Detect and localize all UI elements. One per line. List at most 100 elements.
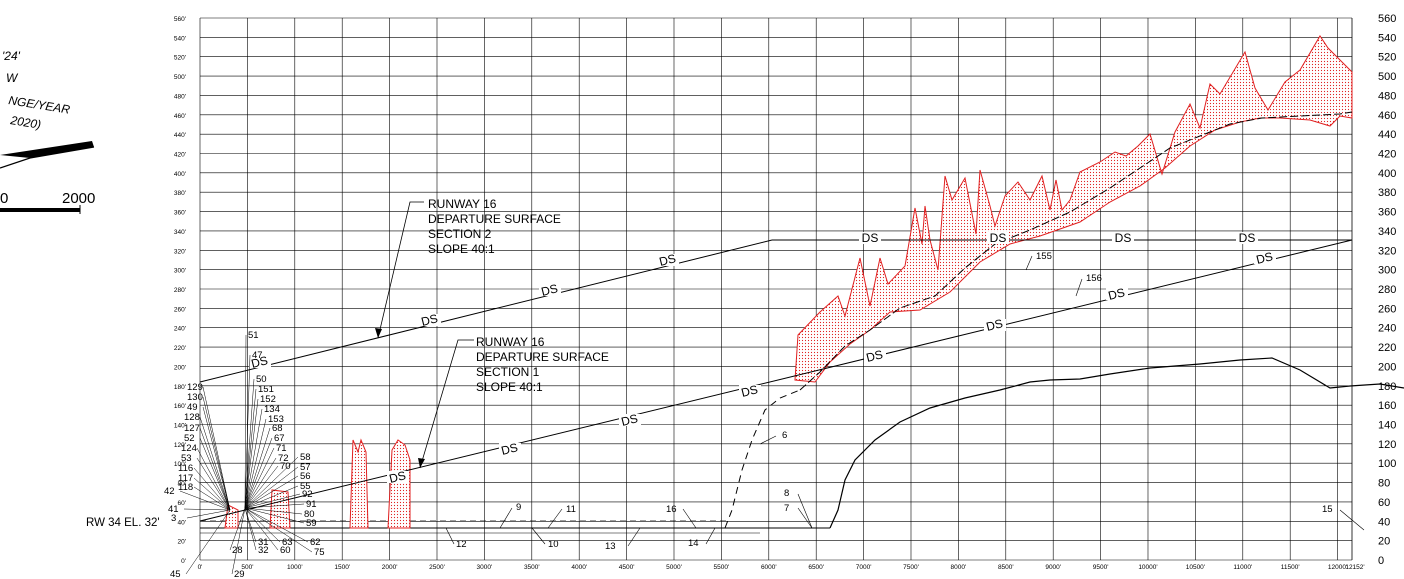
y-tick-label-right: 120 <box>1378 439 1396 451</box>
obstruction-number: 134 <box>264 404 280 415</box>
y-tick-label-left: 260' <box>174 306 186 313</box>
obstruction-number: 151 <box>258 384 274 395</box>
obstruction-number: 16 <box>666 504 677 515</box>
ds-surface-tag: DS <box>740 382 760 400</box>
obstruction-number: 63 <box>282 537 293 548</box>
obstruction-number: 41 <box>168 504 179 515</box>
obstruction-number: 29 <box>234 569 245 579</box>
y-tick-label-left: 400' <box>174 171 186 178</box>
obstruction-number: 71 <box>276 443 287 454</box>
y-tick-label-left: 200' <box>174 364 186 371</box>
y-tick-label-left: 340' <box>174 229 186 236</box>
y-tick-label-right: 140 <box>1378 420 1396 432</box>
obstruction-number: 72 <box>278 453 289 464</box>
ground-profile <box>200 357 1404 534</box>
y-tick-label-left: 360' <box>174 210 186 217</box>
obstruction-number: 117 <box>178 473 193 484</box>
ds-surface-tag: DS <box>1255 249 1275 267</box>
x-tick-label: 0' <box>198 564 203 571</box>
ds-surface-tag: DS <box>1239 231 1256 245</box>
x-tick-label: 2500' <box>429 564 445 571</box>
x-tick-label: 12152' <box>1345 564 1364 571</box>
terrain-line <box>829 357 1404 529</box>
x-tick-label: 8500' <box>998 564 1014 571</box>
x-tick-label: 7000' <box>856 564 872 571</box>
obstruction-number: 56 <box>300 471 311 482</box>
y-tick-label-right: 540 <box>1378 32 1396 44</box>
obstruction-number: 49 <box>187 402 198 413</box>
obstruction-number: 75 <box>314 547 325 558</box>
obstruction-number: 92 <box>302 489 313 500</box>
obstruction-number: 70 <box>280 461 291 472</box>
obstruction-number: 60 <box>280 545 291 556</box>
obstruction-number: 62 <box>310 537 321 548</box>
obstruction-number: 127 <box>184 423 200 434</box>
y-tick-label-left: 420' <box>174 152 186 159</box>
y-tick-label-right: 80 <box>1378 478 1390 490</box>
y-tick-label-right: 60 <box>1378 497 1390 509</box>
x-tick-label: 9000' <box>1045 564 1061 571</box>
obstruction-number: 128 <box>184 412 200 423</box>
obstruction-number: 9 <box>516 502 521 513</box>
obstruction-number: 155 <box>1036 251 1052 262</box>
y-tick-label-left: 440' <box>174 132 186 139</box>
ds-surface-tag: DS <box>1115 231 1132 245</box>
obstruction-number: 153 <box>268 414 284 425</box>
y-tick-label-left: 20' <box>178 539 186 546</box>
obstruction-number: 8 <box>784 488 789 499</box>
obstruction-number: 11 <box>566 504 576 515</box>
y-tick-label-right: 320 <box>1378 245 1396 257</box>
obstruction-number: 57 <box>300 462 311 473</box>
y-tick-label-left: 560' <box>174 16 186 23</box>
ds-surface-tag: DS <box>388 468 408 486</box>
direction-fragment: W <box>6 71 19 85</box>
x-tick-label: 4500' <box>619 564 635 571</box>
obstruction-number: 6 <box>782 430 787 441</box>
section1-line-4: SLOPE 40:1 <box>476 380 543 394</box>
section1-line-3: SECTION 1 <box>476 365 540 379</box>
obstruction-number: 15 <box>1322 504 1333 515</box>
dashed-terrain <box>724 389 801 529</box>
y-tick-label-left: 300' <box>174 268 186 275</box>
y-tick-label-right: 40 <box>1378 516 1390 528</box>
obstruction-number: 7 <box>784 503 789 514</box>
y-tick-label-right: 100 <box>1378 458 1396 470</box>
y-tick-label-left: 40' <box>178 519 186 526</box>
obstruction-number: 51 <box>248 330 259 341</box>
x-tick-label: 6500' <box>808 564 824 571</box>
y-tick-label-left: 180' <box>174 384 186 391</box>
ds-surface-tag: DS <box>420 311 440 329</box>
x-tick-label: 12000' <box>1328 564 1347 571</box>
y-tick-label-right: 300 <box>1378 265 1396 277</box>
obstruction-areas <box>224 35 1353 529</box>
section2-line-2: DEPARTURE SURFACE <box>428 212 561 226</box>
obstruction-number: 52 <box>184 433 195 444</box>
obstruction-number: 12 <box>456 539 467 550</box>
obstruction-number: 156 <box>1086 273 1102 284</box>
obstruction-number: 42 <box>164 486 175 497</box>
obstruction-number: 13 <box>605 541 616 552</box>
x-tick-label: 9500' <box>1093 564 1109 571</box>
section1-line-2: DEPARTURE SURFACE <box>476 350 609 364</box>
obstruction-number: 68 <box>272 423 283 434</box>
y-tick-label-right: 180 <box>1378 381 1396 393</box>
x-tick-label: 2000' <box>382 564 398 571</box>
y-tick-label-right: 200 <box>1378 361 1396 373</box>
obstruction-number: 130 <box>187 392 203 403</box>
y-tick-label-right: 360 <box>1378 207 1396 219</box>
x-tick-label: 11000' <box>1233 564 1252 571</box>
surface-callout-section-2: RUNWAY 16 DEPARTURE SURFACE SECTION 2 SL… <box>375 197 561 339</box>
obstruction-number: 59 <box>306 518 317 529</box>
obstruction-number: 152 <box>260 394 276 405</box>
x-tick-label: 11500' <box>1281 564 1300 571</box>
x-tick-label: 1000' <box>287 564 303 571</box>
x-tick-label: 10500' <box>1186 564 1205 571</box>
x-tick-label: 7500' <box>903 564 919 571</box>
y-tick-label-right: 460 <box>1378 110 1396 122</box>
obstruction-number: 80 <box>304 509 315 520</box>
obstruction-number: 32 <box>258 545 269 556</box>
y-tick-label-left: 160' <box>174 403 186 410</box>
y-tick-label-left: 500' <box>174 74 186 81</box>
y-tick-label-right: 340 <box>1378 226 1396 238</box>
y-tick-label-right: 260 <box>1378 303 1396 315</box>
